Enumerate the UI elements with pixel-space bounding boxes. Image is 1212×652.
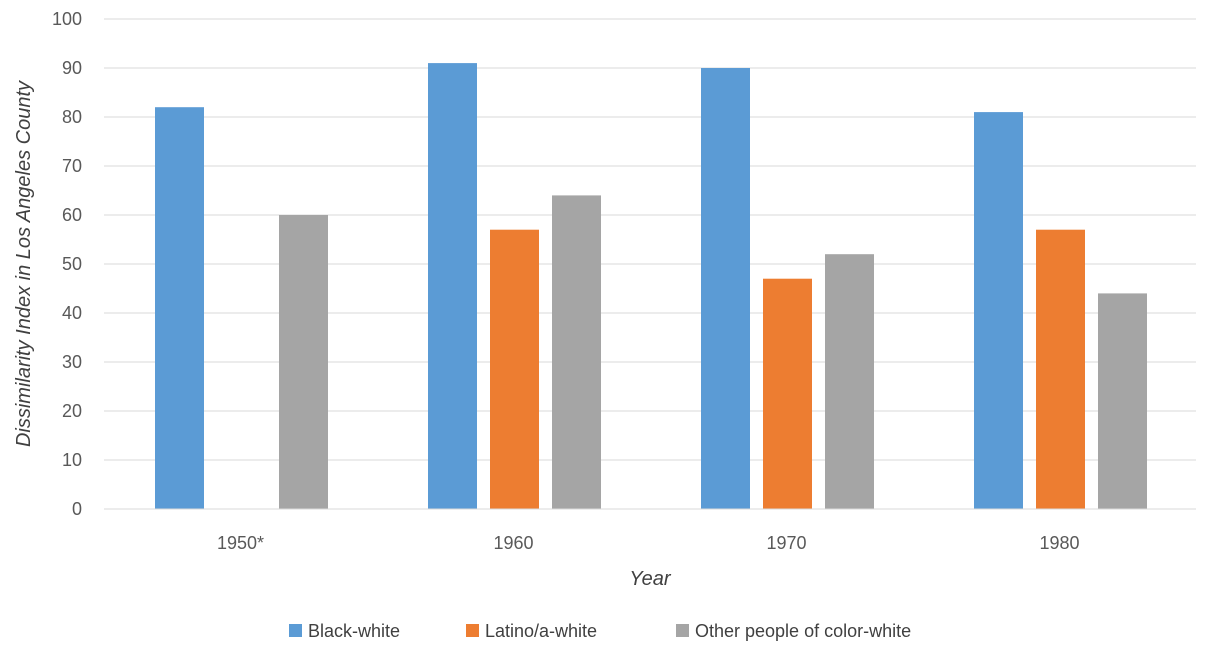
bar-other-people-of-color-white-1950 (279, 215, 328, 509)
y-tick-label: 10 (62, 450, 82, 470)
y-tick-label: 40 (62, 303, 82, 323)
bar-other-people-of-color-white-1970 (825, 254, 874, 509)
bar-black-white-1960 (428, 63, 477, 509)
legend-label: Latino/a-white (485, 621, 597, 641)
bar-latino-a-white-1980 (1036, 229, 1085, 509)
gridlines (104, 18, 1196, 461)
y-axis-ticks: 0 10 20 30 40 50 60 70 80 90 100 (52, 9, 82, 519)
y-axis-title: Dissimilarity Index in Los Angeles Count… (13, 80, 35, 447)
legend-swatch (466, 624, 479, 637)
legend: Black-white Latino/a-white Other people of… (289, 621, 911, 641)
bars (155, 63, 1147, 509)
legend-swatch (289, 624, 302, 637)
x-tick-label: 1980 (1039, 533, 1079, 553)
x-tick-label: 1960 (493, 533, 533, 553)
y-tick-label: 80 (62, 107, 82, 127)
x-axis-ticks: 1950* 1960 1970 1980 (217, 533, 1080, 553)
x-tick-label: 1970 (766, 533, 806, 553)
y-tick-label: 30 (62, 352, 82, 372)
bar-black-white-1980 (974, 112, 1023, 509)
bar-other-people-of-color-white-1980 (1098, 293, 1147, 509)
y-tick-label: 60 (62, 205, 82, 225)
x-axis-title: Year (629, 568, 671, 590)
legend-label: Other people of color-white (695, 621, 911, 641)
legend-label: Black-white (308, 621, 400, 641)
bar-latino-a-white-1960 (490, 229, 539, 509)
bar-black-white-1970 (701, 68, 750, 509)
y-tick-label: 90 (62, 58, 82, 78)
y-tick-label: 100 (52, 9, 82, 29)
legend-swatch (676, 624, 689, 637)
x-tick-label: 1950* (217, 533, 264, 553)
bar-other-people-of-color-white-1960 (552, 195, 601, 509)
y-tick-label: 50 (62, 254, 82, 274)
bar-latino-a-white-1970 (763, 278, 812, 509)
y-tick-label: 20 (62, 401, 82, 421)
bar-black-white-1950 (155, 107, 204, 509)
y-tick-label: 70 (62, 156, 82, 176)
y-tick-label: 0 (72, 499, 82, 519)
